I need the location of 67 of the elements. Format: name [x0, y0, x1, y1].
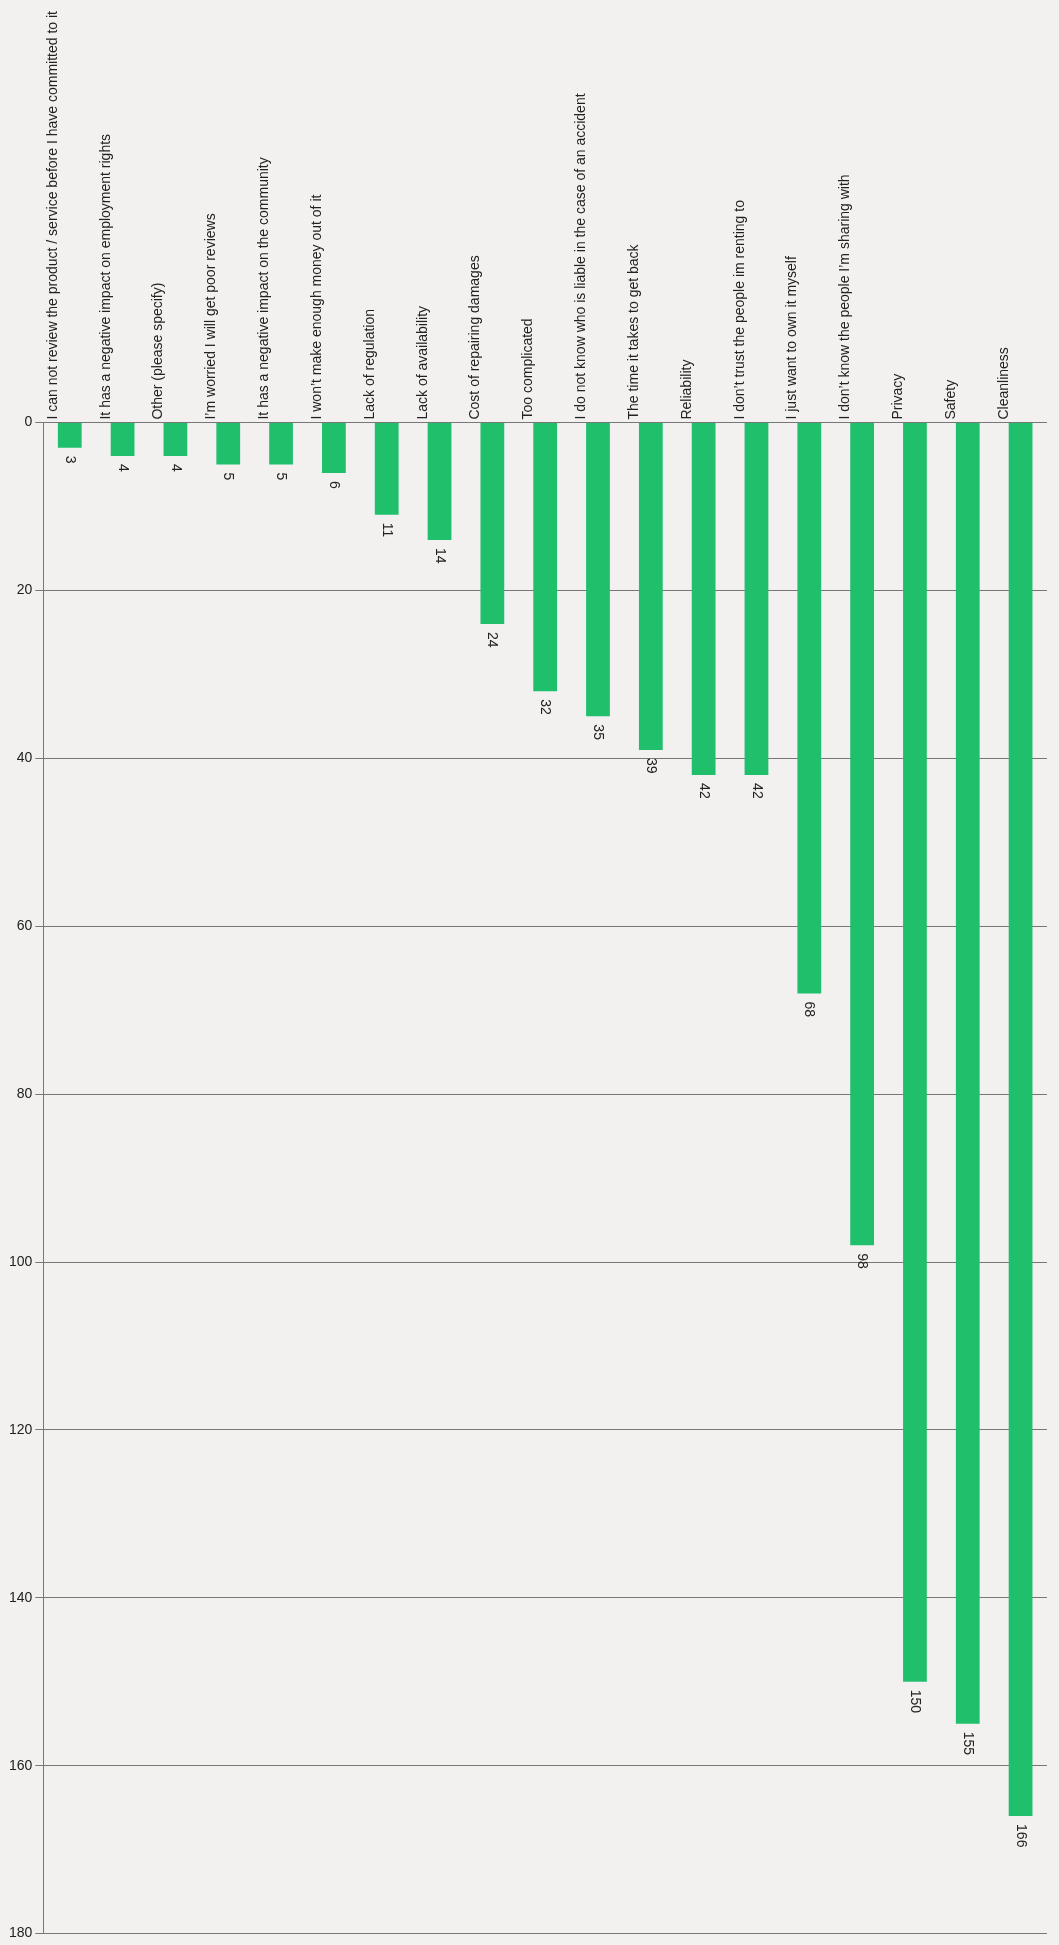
bar	[533, 423, 558, 692]
x-tick-label: I’m worried I will get poor reviews	[202, 213, 219, 420]
y-tick-label: 180	[9, 1924, 33, 1941]
data-label: 4	[168, 464, 185, 473]
bar	[1008, 423, 1033, 1817]
bar	[744, 423, 769, 776]
data-label: 39	[643, 757, 660, 774]
bar	[955, 423, 980, 1724]
data-label: 32	[538, 699, 555, 715]
x-tick-label: I just want to own it myself	[783, 256, 800, 420]
y-tick-label: 0	[24, 413, 33, 430]
bar	[269, 423, 293, 465]
data-label: 11	[379, 522, 396, 538]
y-tick-label: 120	[9, 1420, 33, 1437]
data-label: 3	[62, 455, 79, 464]
data-label: 68	[802, 1001, 819, 1018]
x-tick-label: Safety	[941, 379, 958, 420]
data-label: 98	[855, 1253, 872, 1270]
bar	[57, 423, 82, 448]
x-tick-label: Lack of availability	[413, 305, 430, 420]
bar	[110, 423, 135, 457]
bar	[480, 423, 505, 625]
data-label: 166	[1013, 1824, 1030, 1848]
x-tick-label: Lack of regulation	[360, 309, 377, 420]
x-tick-label: Cost of repairing damages	[466, 255, 483, 420]
x-tick-label: Reliability	[677, 359, 694, 420]
x-tick-label: Other (please specify)	[149, 282, 166, 420]
y-tick-label: 60	[16, 917, 33, 934]
y-tick-label: 140	[9, 1588, 33, 1605]
bar	[163, 423, 188, 457]
bar	[216, 423, 241, 465]
x-tick-label: I can not review the product / service before I have committed to it	[43, 10, 60, 420]
x-tick-label: I won’t make enough money out of it	[307, 194, 324, 420]
x-tick-label: Too complicated	[519, 318, 536, 420]
y-tick-label: 80	[16, 1084, 33, 1101]
data-label: 35	[591, 724, 608, 741]
bar	[850, 423, 874, 1246]
x-tick-label: Privacy	[889, 373, 905, 420]
data-label: 150	[908, 1689, 925, 1714]
data-label: 5	[221, 472, 238, 481]
bar	[691, 423, 716, 776]
bar	[427, 423, 452, 541]
x-tick-label: It has a negative impact on the community	[255, 157, 272, 420]
data-label: 155	[960, 1731, 977, 1756]
x-tick-label: I don’t trust the people im renting to	[730, 199, 747, 420]
bar	[638, 423, 663, 750]
data-label: 42	[696, 783, 713, 799]
data-label: 14	[432, 548, 449, 564]
x-tick-label: Cleanliness	[994, 347, 1011, 420]
y-tick-label: 20	[16, 581, 33, 598]
data-label: 42	[749, 783, 766, 799]
y-tick-label: 160	[9, 1756, 33, 1773]
data-label: 24	[485, 632, 502, 648]
y-tick-label: 40	[16, 749, 33, 766]
x-tick-label: I don’t know the people I’m sharing with	[836, 174, 853, 420]
x-tick-label: I do not know who is liable in the case of an accident	[572, 93, 589, 420]
data-label: 6	[327, 480, 344, 489]
bar	[797, 423, 822, 994]
data-label: 5	[274, 472, 291, 481]
bar	[322, 423, 346, 473]
x-tick-label: It has a negative impact on employment rights	[96, 133, 113, 420]
data-label: 4	[115, 464, 132, 473]
y-tick-label: 100	[9, 1252, 33, 1269]
bar	[586, 423, 610, 717]
bar	[374, 423, 399, 515]
bar	[903, 423, 927, 1682]
x-tick-label: The time it takes to get back	[624, 243, 641, 420]
